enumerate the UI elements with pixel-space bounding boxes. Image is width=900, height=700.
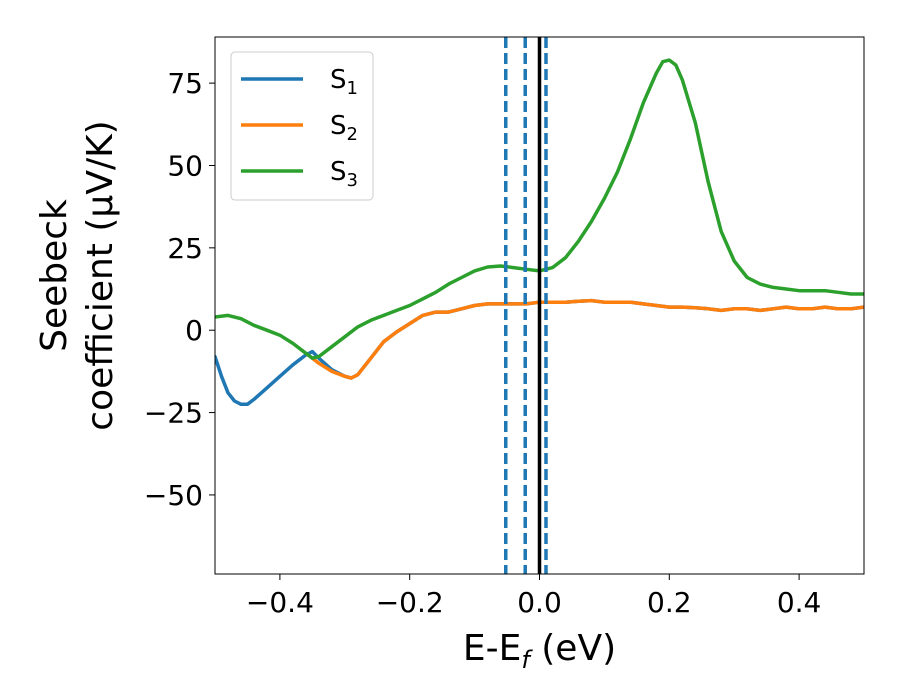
y-tick-label: 0 bbox=[185, 314, 203, 347]
y-tick-label: −25 bbox=[144, 397, 203, 430]
y-axis-label-line2: coefficient (μV/K) bbox=[80, 120, 121, 430]
x-tick-label: 0.2 bbox=[647, 586, 692, 619]
y-tick-label: 50 bbox=[167, 149, 203, 182]
legend-label-1: S1 bbox=[330, 65, 358, 99]
y-tick-label: 25 bbox=[167, 232, 203, 265]
y-tick-label: 75 bbox=[167, 67, 203, 100]
legend: S1 S2 S3 bbox=[230, 51, 374, 201]
y-axis-label-line1: Seebeck bbox=[34, 199, 75, 352]
tick-layer: −0.4 −0.2 0.0 0.2 0.4 −50 −25 0 25 50 75 bbox=[144, 67, 821, 619]
x-tick-label: 0.4 bbox=[777, 586, 822, 619]
series-line-2 bbox=[310, 298, 864, 380]
legend-label-3: S3 bbox=[330, 157, 358, 191]
y-tick-label: −50 bbox=[144, 479, 203, 512]
x-axis-label: E-Ef (eV) bbox=[463, 628, 616, 674]
legend-label-2: S2 bbox=[330, 111, 358, 145]
x-tick-label: 0.0 bbox=[517, 586, 562, 619]
x-tick-label: −0.2 bbox=[376, 586, 444, 619]
x-tick-label: −0.4 bbox=[246, 586, 314, 619]
vertical-lines bbox=[504, 37, 548, 574]
